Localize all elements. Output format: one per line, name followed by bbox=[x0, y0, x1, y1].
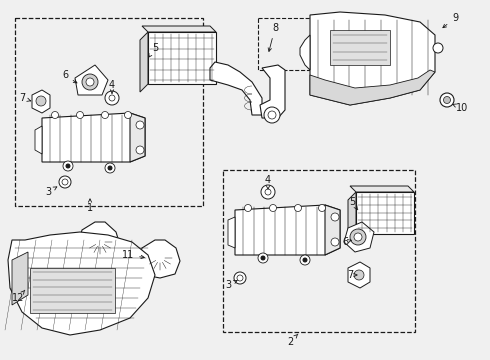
Polygon shape bbox=[350, 186, 414, 192]
Polygon shape bbox=[260, 65, 285, 118]
Text: 10: 10 bbox=[453, 103, 468, 113]
Circle shape bbox=[318, 204, 325, 212]
Polygon shape bbox=[300, 35, 310, 70]
Circle shape bbox=[86, 78, 94, 86]
Text: 6: 6 bbox=[62, 70, 77, 83]
Circle shape bbox=[76, 112, 83, 118]
Polygon shape bbox=[12, 252, 28, 305]
Bar bbox=[30, 268, 115, 313]
Polygon shape bbox=[35, 126, 42, 154]
Polygon shape bbox=[32, 90, 50, 113]
Circle shape bbox=[105, 163, 115, 173]
Circle shape bbox=[62, 179, 68, 185]
Circle shape bbox=[433, 43, 443, 53]
Circle shape bbox=[440, 93, 454, 107]
Circle shape bbox=[136, 121, 144, 129]
Text: 7: 7 bbox=[19, 93, 31, 103]
Circle shape bbox=[331, 213, 339, 221]
Bar bbox=[356, 192, 414, 234]
Circle shape bbox=[59, 176, 71, 188]
Circle shape bbox=[265, 189, 271, 195]
Circle shape bbox=[101, 112, 108, 118]
Bar bbox=[330, 30, 390, 65]
Polygon shape bbox=[142, 26, 216, 32]
Polygon shape bbox=[348, 262, 370, 288]
Text: 3: 3 bbox=[225, 280, 237, 290]
Circle shape bbox=[63, 161, 73, 171]
Text: 6: 6 bbox=[342, 237, 351, 247]
Circle shape bbox=[354, 270, 364, 280]
Text: 5: 5 bbox=[148, 43, 158, 57]
Circle shape bbox=[108, 166, 112, 170]
Polygon shape bbox=[78, 222, 120, 262]
Polygon shape bbox=[42, 113, 145, 162]
Polygon shape bbox=[130, 113, 145, 162]
Bar bbox=[223, 170, 415, 332]
Text: 8: 8 bbox=[268, 23, 278, 51]
Polygon shape bbox=[344, 222, 374, 252]
Polygon shape bbox=[348, 192, 356, 234]
Text: 7: 7 bbox=[347, 270, 357, 280]
Circle shape bbox=[264, 107, 280, 123]
Text: 2: 2 bbox=[287, 334, 298, 347]
Polygon shape bbox=[8, 232, 155, 335]
Polygon shape bbox=[235, 205, 340, 255]
Bar bbox=[148, 32, 216, 84]
Circle shape bbox=[261, 185, 275, 199]
Circle shape bbox=[136, 146, 144, 154]
Circle shape bbox=[303, 258, 307, 262]
Polygon shape bbox=[75, 65, 108, 95]
Circle shape bbox=[268, 111, 276, 119]
Circle shape bbox=[294, 204, 301, 212]
Circle shape bbox=[350, 229, 366, 245]
Circle shape bbox=[300, 255, 310, 265]
Text: 9: 9 bbox=[443, 13, 458, 28]
Circle shape bbox=[105, 91, 119, 105]
Text: 11: 11 bbox=[122, 250, 145, 260]
Text: 5: 5 bbox=[349, 197, 358, 210]
Polygon shape bbox=[310, 12, 435, 105]
Circle shape bbox=[245, 204, 251, 212]
Text: 4: 4 bbox=[265, 175, 271, 189]
Circle shape bbox=[109, 95, 115, 101]
Circle shape bbox=[66, 164, 70, 168]
Polygon shape bbox=[210, 62, 262, 115]
Circle shape bbox=[331, 238, 339, 246]
Circle shape bbox=[237, 275, 243, 281]
Text: 12: 12 bbox=[12, 290, 25, 303]
Circle shape bbox=[443, 96, 450, 104]
Polygon shape bbox=[310, 70, 435, 105]
Polygon shape bbox=[228, 217, 235, 248]
Text: 3: 3 bbox=[45, 187, 57, 197]
Circle shape bbox=[51, 112, 58, 118]
Polygon shape bbox=[138, 240, 180, 278]
Circle shape bbox=[234, 272, 246, 284]
Circle shape bbox=[261, 256, 265, 260]
Text: 4: 4 bbox=[109, 80, 115, 93]
Circle shape bbox=[270, 204, 276, 212]
Bar bbox=[258, 18, 326, 70]
Polygon shape bbox=[325, 205, 340, 255]
Circle shape bbox=[124, 112, 131, 118]
Polygon shape bbox=[140, 32, 148, 92]
Bar bbox=[15, 18, 203, 206]
Text: 1: 1 bbox=[87, 199, 93, 213]
Circle shape bbox=[354, 233, 362, 241]
Circle shape bbox=[36, 96, 46, 106]
Circle shape bbox=[82, 74, 98, 90]
Circle shape bbox=[258, 253, 268, 263]
